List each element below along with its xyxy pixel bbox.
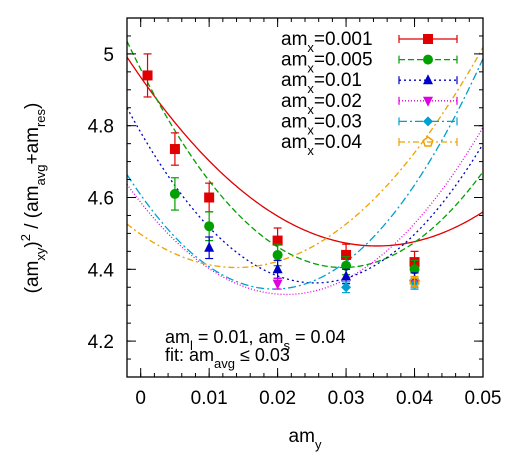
legend-label-6: amx=0.04 (281, 132, 362, 158)
data-point (272, 279, 283, 290)
fit-curve-1 (127, 56, 483, 247)
y-axis-label: (amxy)2 / (amavg+amres) (18, 103, 48, 294)
y-tick-label: 4.6 (88, 189, 114, 210)
x-axis-label: amy (289, 426, 322, 452)
x-tick-label: 0.01 (191, 388, 228, 409)
data-point (204, 241, 215, 252)
data-point (204, 192, 215, 203)
legend-label-3: amx=0.01 (281, 70, 362, 96)
data-point (272, 249, 283, 260)
fit-curve-4 (127, 127, 483, 296)
data-point (272, 235, 283, 246)
x-tick-label: 0.04 (396, 388, 433, 409)
data-point (341, 260, 352, 271)
y-tick-label: 4.8 (88, 117, 114, 138)
legend-marker-5 (423, 116, 433, 127)
legend-marker-1 (423, 34, 433, 44)
data-point (204, 221, 215, 232)
data-point (408, 275, 421, 287)
legend-marker-6 (422, 136, 434, 147)
data-point (169, 144, 180, 155)
x-tick-label: 0.03 (328, 388, 365, 409)
legend-marker-2 (423, 54, 433, 65)
fit-curve-5 (127, 58, 483, 290)
legend-marker-3 (423, 74, 433, 85)
annotation-line-2: fit: amavg ≤ 0.03 (165, 345, 290, 371)
legend-marker-4 (423, 96, 433, 107)
fit-curve-3 (127, 107, 483, 284)
x-tick-label: 0.02 (259, 388, 296, 409)
data-point (341, 249, 352, 260)
y-tick-label: 5 (103, 45, 114, 66)
data-point (341, 270, 352, 281)
axis-labels: amy (amxy)2 / (amavg+amres) (18, 103, 322, 452)
legend-label-2: amx=0.005 (281, 50, 373, 76)
y-tick-label: 4.4 (88, 260, 115, 281)
legend-label-5: amx=0.03 (281, 111, 362, 137)
data-points (142, 53, 421, 294)
fit-curve-2 (127, 41, 483, 269)
data-point (409, 264, 420, 275)
axis-ticks: 0 0.01 0.02 0.03 0.04 0.05 4.2 4.4 4.6 4.8 5 (88, 17, 502, 409)
data-point (272, 263, 283, 274)
data-point (169, 188, 180, 199)
data-point (142, 70, 153, 81)
x-tick-label: 0 (135, 388, 146, 409)
legend-label-1: amx=0.001 (281, 29, 373, 55)
annotation-line-1: aml = 0.01, ams = 0.04 (165, 327, 346, 353)
y-tick-label: 4.2 (88, 332, 114, 353)
legend-label-4: amx=0.02 (281, 91, 362, 117)
x-tick-label: 0.05 (465, 388, 502, 409)
data-point (341, 282, 352, 293)
legend: amx=0.001amx=0.005amx=0.01amx=0.02amx=0.… (281, 29, 458, 158)
